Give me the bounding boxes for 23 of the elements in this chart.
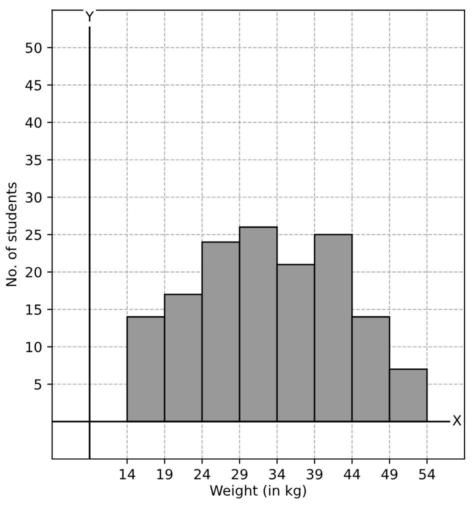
y-tick-label: 10 (26, 342, 42, 352)
y-tick-label: 20 (26, 266, 42, 278)
x-tick-label: 29 (232, 468, 248, 480)
x-tick-label: 24 (194, 468, 210, 480)
y-tick-label: 5 (34, 379, 42, 390)
y-axis-title: No. of students (6, 182, 16, 286)
y-tick-label: 25 (26, 230, 42, 240)
annotation: X (452, 415, 462, 426)
y-tick-label: 50 (26, 42, 42, 54)
x-tick-label: 49 (381, 468, 398, 480)
y-tick-label: 45 (25, 80, 42, 90)
x-tick-label: 34 (269, 468, 286, 480)
x-tick-label: 44 (344, 469, 360, 480)
y-tick-label: 15 (26, 304, 42, 315)
y-tick-label: 40 (25, 117, 42, 128)
y-tick-label: 30 (26, 192, 42, 203)
annotation: Y (85, 11, 94, 22)
x-tick-label: 39 (306, 468, 322, 480)
x-tick-label: 14 (120, 469, 136, 480)
x-tick-label: 54 (419, 469, 436, 480)
y-tick-label: 35 (26, 154, 42, 166)
x-tick-label: 19 (157, 468, 172, 480)
x-axis-title: Weight (in kg) (210, 484, 306, 498)
